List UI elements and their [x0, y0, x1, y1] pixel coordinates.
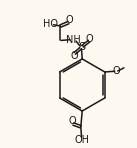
Text: O: O	[65, 15, 73, 25]
Text: O: O	[70, 51, 78, 61]
Text: O: O	[86, 34, 94, 44]
Text: S: S	[78, 42, 85, 52]
Text: OH: OH	[74, 135, 89, 145]
Text: HO: HO	[43, 19, 58, 29]
Text: O: O	[113, 66, 120, 76]
Text: O: O	[68, 116, 76, 126]
Text: NH: NH	[66, 35, 81, 45]
